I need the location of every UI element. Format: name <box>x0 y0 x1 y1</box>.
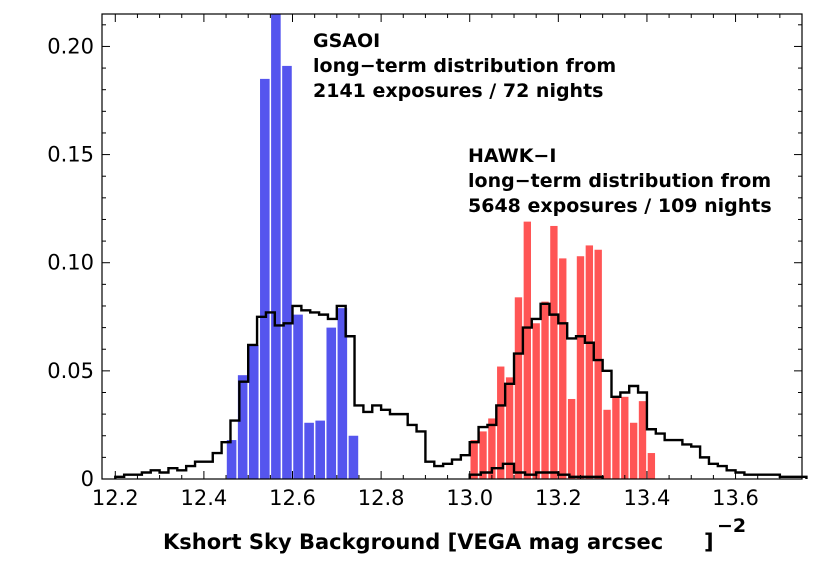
y-tick-label-2: 0.05 <box>47 359 94 383</box>
histogram-bar-series-2-bin-11 <box>559 258 567 479</box>
histogram-bar-series-2-bin-2 <box>479 431 487 479</box>
histogram-bar-series-2-bin-3 <box>488 418 496 479</box>
histogram-bar-series-1-bin-6 <box>282 65 292 479</box>
histogram-bar-series-2-bin-13 <box>576 256 585 479</box>
histogram-bar-series-1-bin-2 <box>237 375 248 479</box>
x-axis-label-exponent: −2 <box>717 515 746 537</box>
histogram-bar-series-2-bin-15 <box>594 249 602 479</box>
histogram-bar-series-1-bin-7 <box>293 314 303 479</box>
annotation-gsaoi-line-1: GSAOI <box>313 30 380 52</box>
histogram-bar-series-1-bin-4 <box>260 78 270 479</box>
histogram-bar-series-1-bin-3 <box>248 344 259 479</box>
histogram-bar-series-2-bin-19 <box>629 422 638 479</box>
histogram-bar-series-2-bin-8 <box>532 323 540 479</box>
y-tick-label-3: 0.10 <box>47 251 94 275</box>
histogram-bar-series-2-bin-4 <box>497 366 505 479</box>
histogram-bar-series-2-bin-18 <box>621 396 629 479</box>
histogram-outline-series-3 <box>114 302 808 479</box>
histogram-bar-series-2-bin-6 <box>514 297 523 479</box>
histogram-bar-series-2-bin-5 <box>505 377 514 479</box>
bars-layer <box>226 14 656 479</box>
x-tick-label-7: 13.4 <box>624 486 671 510</box>
histogram-bar-series-1-bin-12 <box>348 435 359 479</box>
histogram-bar-series-1-bin-9 <box>315 420 325 479</box>
histogram-bar-series-2-bin-16 <box>603 409 611 479</box>
histogram-bar-series-2-bin-1 <box>470 440 478 479</box>
x-tick-label-1: 12.2 <box>92 486 139 510</box>
histogram-bar-series-1-bin-1 <box>226 440 237 479</box>
x-tick-label-8: 13.6 <box>712 486 759 510</box>
x-tick-label-2: 12.4 <box>181 486 228 510</box>
histogram-outline-series-4 <box>468 462 604 479</box>
histogram-bar-series-2-bin-14 <box>585 245 594 479</box>
histogram-bar-series-2-bin-10 <box>550 225 558 479</box>
x-axis-label: Kshort Sky Background [VEGA mag arcsec <box>163 530 663 554</box>
histogram-bar-series-1-bin-8 <box>304 422 314 479</box>
x-tick-label-6: 13.2 <box>535 486 582 510</box>
plot-frame <box>101 13 803 480</box>
annotation-gsaoi-line-2: long−term distribution from <box>313 55 616 77</box>
histogram-bar-series-1-bin-10 <box>326 327 337 479</box>
annotation-hawki-line-1: HAWK−I <box>468 145 556 167</box>
x-tick-label-3: 12.6 <box>269 486 316 510</box>
annotation-hawki-line-3: 5648 exposures / 109 nights <box>468 195 772 217</box>
histogram-bar-series-1-bin-5 <box>271 14 281 479</box>
annotation-hawki: HAWK−I long−term distribution from 5648 … <box>468 145 772 217</box>
x-tick-label-5: 13.0 <box>446 486 493 510</box>
annotation-gsaoi: GSAOI long−term distribution from 2141 e… <box>313 30 616 102</box>
x-tick-label-4: 12.8 <box>358 486 405 510</box>
y-tick-label-4: 0.15 <box>47 143 94 167</box>
y-tick-label-5: 0.20 <box>47 34 94 58</box>
histogram-bar-series-2-bin-17 <box>612 396 620 479</box>
annotation-hawki-line-2: long−term distribution from <box>468 170 771 192</box>
y-tick-label-1: 0 <box>81 467 94 491</box>
histogram-bar-series-2-bin-7 <box>523 221 531 479</box>
histogram-bar-series-2-bin-20 <box>638 401 647 479</box>
x-axis-label-bracket: ] <box>704 530 714 554</box>
histogram-bar-series-1-bin-11 <box>337 308 348 479</box>
ticks-layer: 12.2 12.4 12.6 12.8 13.0 13.2 13.4 13.6 0 0.05 0.1… <box>47 14 802 510</box>
histogram-bar-series-2-bin-12 <box>567 398 576 479</box>
histogram-bar-series-2-bin-21 <box>647 453 656 479</box>
annotation-gsaoi-line-3: 2141 exposures / 72 nights <box>313 80 603 102</box>
outline-layer <box>114 302 808 479</box>
histogram-bar-series-2-bin-9 <box>541 301 549 479</box>
